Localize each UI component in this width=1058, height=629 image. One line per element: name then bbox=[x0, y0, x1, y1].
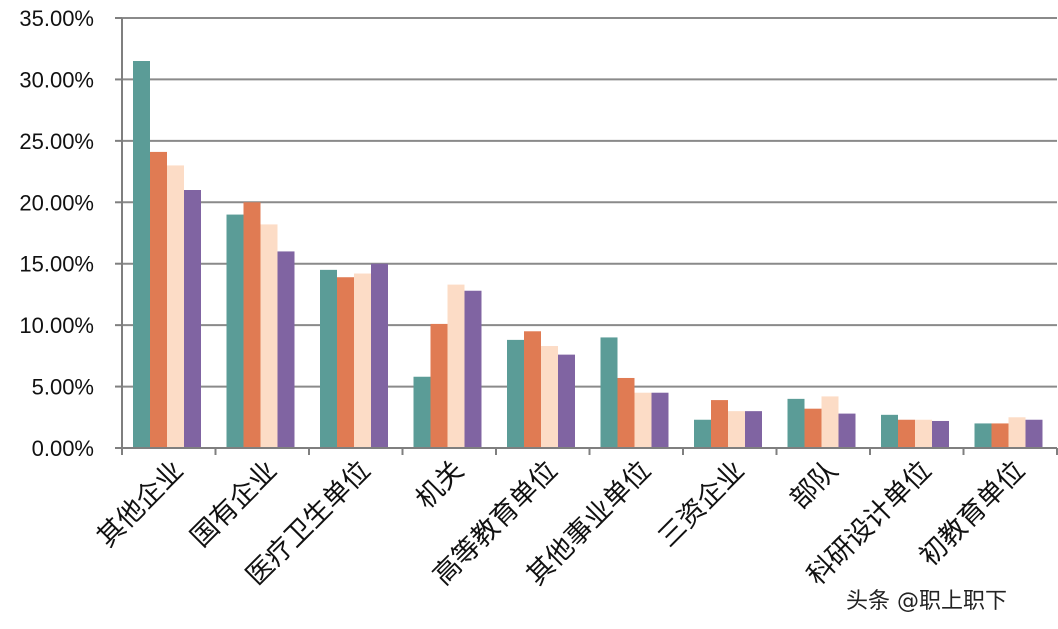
bar bbox=[507, 339, 524, 448]
bar bbox=[821, 396, 839, 448]
bar bbox=[694, 419, 711, 448]
bar bbox=[133, 61, 150, 448]
bar bbox=[915, 419, 932, 448]
axes bbox=[115, 17, 1058, 455]
bar bbox=[787, 398, 805, 448]
bar bbox=[541, 346, 558, 448]
bar bbox=[430, 323, 448, 448]
bar bbox=[337, 277, 354, 448]
bar bbox=[524, 331, 541, 448]
bar bbox=[243, 202, 261, 448]
bar bbox=[728, 411, 745, 448]
bar bbox=[226, 214, 244, 448]
bar bbox=[354, 273, 371, 448]
bar bbox=[464, 290, 482, 448]
y-tick-label: 20.00% bbox=[19, 190, 94, 215]
y-tick-label: 0.00% bbox=[32, 436, 94, 461]
watermark-text: 头条 @职上职下 bbox=[846, 589, 1007, 614]
y-tick-label: 10.00% bbox=[19, 313, 94, 338]
bar bbox=[932, 420, 949, 448]
bar bbox=[745, 411, 762, 448]
bar bbox=[277, 251, 295, 448]
bar bbox=[184, 190, 201, 448]
bar bbox=[167, 165, 184, 448]
bar bbox=[447, 284, 465, 448]
x-category-label: 国有企业 bbox=[185, 455, 283, 553]
x-category-label: 三资企业 bbox=[652, 455, 750, 553]
bar bbox=[881, 414, 898, 448]
bar bbox=[651, 392, 669, 448]
y-tick-label: 35.00% bbox=[19, 6, 94, 31]
bar bbox=[634, 392, 652, 448]
bar bbox=[1008, 417, 1026, 448]
y-tick-label: 25.00% bbox=[19, 129, 94, 154]
bar bbox=[320, 269, 337, 448]
bar bbox=[558, 354, 575, 448]
bar bbox=[711, 400, 728, 448]
bar bbox=[838, 413, 856, 448]
x-category-label: 其他企业 bbox=[91, 455, 189, 553]
bar bbox=[617, 377, 635, 448]
bar bbox=[1025, 419, 1043, 448]
bar bbox=[898, 419, 915, 448]
bar bbox=[260, 224, 278, 448]
y-axis-tick-labels: 0.00% 5.00% 10.00% 15.00% 20.00% 25.00% 30.00%… bbox=[19, 6, 94, 461]
bar bbox=[991, 423, 1009, 448]
y-tick-label: 5.00% bbox=[32, 375, 94, 400]
x-category-label: 部队 bbox=[784, 455, 844, 515]
bar bbox=[974, 423, 992, 448]
bar bbox=[804, 408, 822, 448]
bar bbox=[413, 376, 431, 448]
y-tick-label: 30.00% bbox=[19, 67, 94, 92]
bars bbox=[133, 61, 1043, 448]
y-tick-label: 15.00% bbox=[19, 252, 94, 277]
bar bbox=[371, 263, 388, 448]
bar bbox=[150, 151, 167, 448]
bar bbox=[600, 337, 618, 448]
x-category-label: 机关 bbox=[410, 455, 470, 515]
